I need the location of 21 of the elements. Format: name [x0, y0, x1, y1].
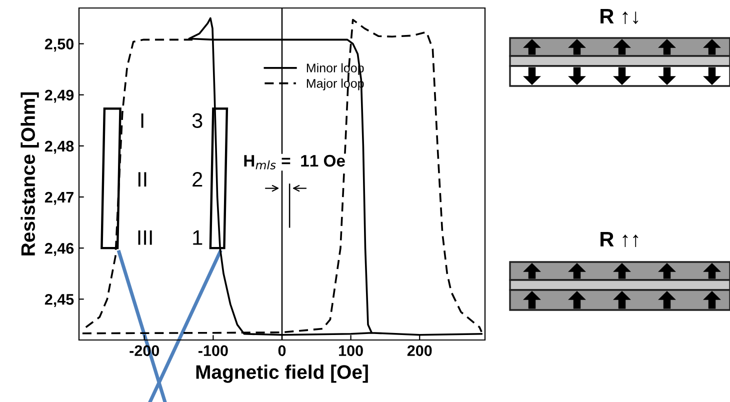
- y-tick-label: 2,48: [44, 140, 74, 154]
- y-axis-title: Resistance [Ohm]: [20, 92, 39, 256]
- annotation: H$_{mls}$ = 11 Oe: [244, 154, 345, 170]
- annotation: III: [138, 230, 152, 245]
- annotation: II: [138, 172, 146, 187]
- x-axis-title: Magnetic field [Oe]: [196, 364, 368, 383]
- y-tick-label: 2,50: [44, 38, 74, 52]
- x-tick-label: 200: [407, 345, 432, 356]
- y-tick-label: 2,46: [44, 242, 74, 256]
- text: R ↑↓: [600, 9, 638, 24]
- y-tick-label: 2,49: [44, 90, 74, 103]
- x-tick-label: 100: [339, 345, 363, 356]
- x-tick-label: -100: [198, 345, 228, 356]
- annotation: 3: [192, 113, 202, 128]
- annotation: 2: [192, 172, 202, 187]
- y-tick-label: 2,45: [44, 294, 74, 308]
- annotation: I: [141, 113, 144, 128]
- annotation: 1: [193, 230, 202, 245]
- y-tick-label: 2,47: [44, 192, 74, 205]
- x-tick-label: 0: [278, 345, 286, 356]
- text: R ↑↑: [600, 232, 638, 248]
